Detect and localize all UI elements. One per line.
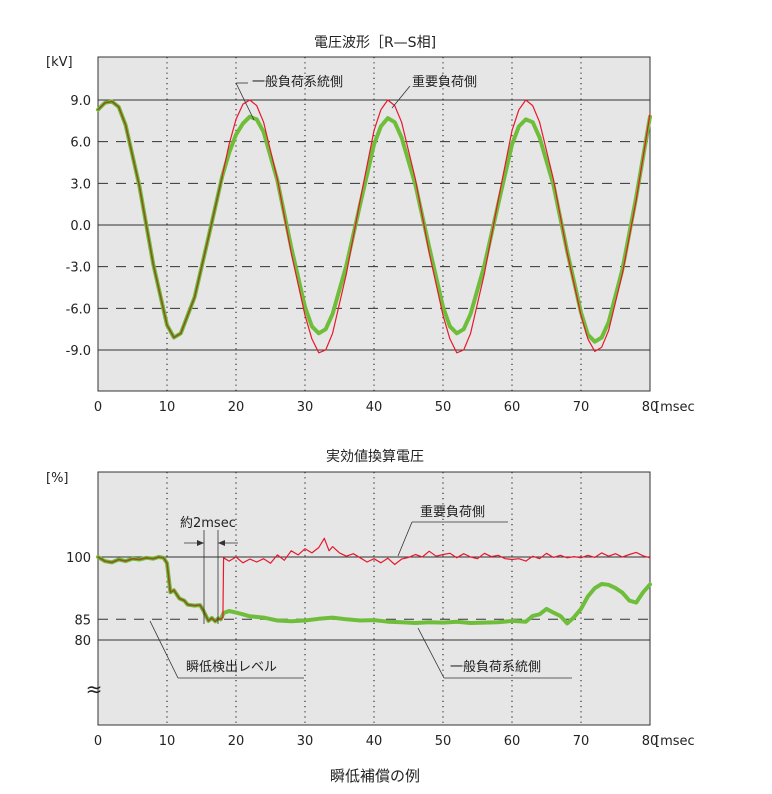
- rms-y-tick-label: 85: [74, 613, 91, 628]
- rms-y-tick-labels: 100 85 80: [66, 551, 91, 649]
- waveform-x-tick-label: 0: [94, 400, 102, 415]
- rms-series-overlap: [97, 556, 222, 623]
- rms-x-tick-label: 20: [228, 734, 245, 749]
- rms-x-tick-label: 10: [159, 734, 176, 749]
- waveform-y-tick-label: 0.0: [70, 219, 91, 234]
- waveform-x-tick-label: 50: [435, 400, 452, 415]
- waveform-series: [96, 99, 652, 354]
- annotation-leader-general-waveform: [235, 82, 255, 121]
- waveform-y-tick-label: 3.0: [70, 177, 91, 192]
- arrowhead-right-icon: [197, 540, 204, 546]
- arrowhead-left-icon: [218, 540, 225, 546]
- waveform-x-tick-labels: 0 10 20 30 40 50 60 70 80: [94, 400, 658, 415]
- waveform-y-tick-label: 9.0: [70, 94, 91, 109]
- rms-y-tick-label: 80: [74, 634, 91, 649]
- annotation-leader-detection: [149, 620, 179, 679]
- rms-series: [96, 537, 652, 626]
- waveform-x-tick-label: 60: [504, 400, 521, 415]
- waveform-y-tick-label: 6.0: [70, 136, 91, 151]
- waveform-y-tick-label: -6.0: [66, 302, 91, 317]
- waveform-title: 電圧波形［R—S相]: [314, 35, 436, 51]
- rms-x-tick-label: 80: [642, 734, 659, 749]
- annotation-leader-critical-rms: [397, 521, 413, 557]
- rms-y-tick-label: 100: [66, 551, 91, 566]
- rms-x-unit: [msec: [655, 734, 695, 749]
- waveform-y-unit: [kV]: [46, 55, 73, 70]
- annotation-leader-general-rms: [417, 627, 445, 679]
- axis-break-symbol: ≈: [86, 677, 103, 701]
- waveform-series-overlap: [97, 100, 223, 339]
- rms-chart: 実効値換算電圧 [%] 100 85 80 0 10 20 30 40 50 60 70 80 [m…: [46, 449, 695, 749]
- annotation-detection-level: 瞬低検出レベル: [186, 660, 277, 675]
- annotation-general-waveform: 一般負荷系統側: [252, 74, 343, 90]
- annotation-leader-critical-waveform: [391, 85, 411, 109]
- rms-x-tick-label: 30: [297, 734, 314, 749]
- rms-x-tick-label: 50: [435, 734, 452, 749]
- rms-y-unit: [%]: [46, 471, 69, 486]
- waveform-x-tick-label: 80: [642, 400, 659, 415]
- rms-x-tick-label: 0: [94, 734, 102, 749]
- annotation-general-rms: 一般負荷系統側: [450, 659, 541, 675]
- waveform-y-tick-label: -9.0: [66, 344, 91, 359]
- detection-interval-marker: 約2msec: [180, 516, 238, 624]
- figure-caption: 瞬低補償の例: [330, 767, 420, 785]
- waveform-chart: 電圧波形［R—S相] [kV] 9.0 6.0 3.0 0.0 -3.0 -6.0 -9.0…: [46, 35, 695, 415]
- rms-title: 実効値換算電圧: [326, 449, 424, 465]
- rms-x-tick-label: 60: [504, 734, 521, 749]
- waveform-x-tick-label: 40: [366, 400, 383, 415]
- annotation-critical-rms: 重要負荷側: [420, 504, 485, 520]
- waveform-x-tick-label: 70: [573, 400, 590, 415]
- annotation-critical-waveform: 重要負荷側: [412, 74, 477, 90]
- waveform-x-tick-label: 30: [297, 400, 314, 415]
- rms-x-tick-label: 40: [366, 734, 383, 749]
- waveform-y-tick-label: -3.0: [66, 261, 91, 276]
- waveform-x-tick-label: 20: [228, 400, 245, 415]
- annotation-interval: 約2msec: [180, 516, 236, 531]
- rms-x-tick-label: 70: [573, 734, 590, 749]
- waveform-x-unit: [msec: [655, 400, 695, 415]
- waveform-x-tick-label: 10: [159, 400, 176, 415]
- waveform-y-tick-labels: 9.0 6.0 3.0 0.0 -3.0 -6.0 -9.0: [66, 94, 91, 359]
- rms-x-tick-labels: 0 10 20 30 40 50 60 70 80: [94, 734, 658, 749]
